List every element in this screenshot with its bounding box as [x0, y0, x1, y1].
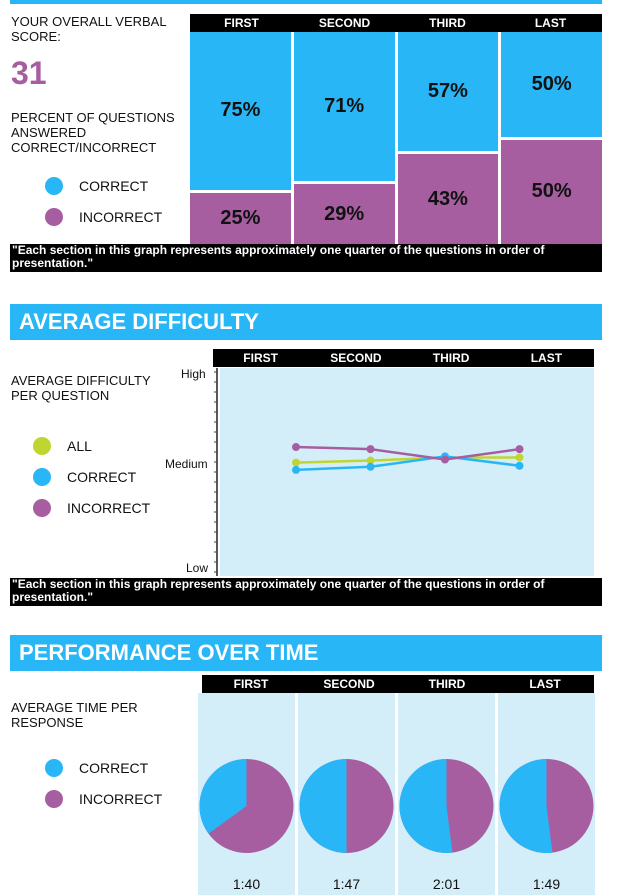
header-third: THIRD — [429, 16, 466, 30]
legend-incorrect-label: INCORRECT — [79, 209, 163, 225]
pie-slice-correct — [499, 759, 553, 853]
plot-background — [220, 368, 594, 576]
bar-correct: 75% — [190, 32, 291, 190]
point-all-first — [292, 458, 300, 467]
section-note-1: "Each section in this graph represents a… — [10, 244, 602, 272]
pie-time-label: 2:01 — [432, 876, 461, 892]
pie-time-label: 1:40 — [232, 876, 261, 892]
header-last: LAST — [534, 16, 567, 30]
point-all-last — [515, 453, 524, 462]
pie-panel-second: 1:47 — [298, 693, 395, 895]
legend-correct-label: CORRECT — [79, 178, 149, 194]
legend-correct-label: CORRECT — [79, 760, 149, 776]
score-value: 31 — [11, 55, 47, 91]
pie-time-label: 1:47 — [332, 876, 361, 892]
bar-column-second: 71% 29% — [293, 32, 395, 244]
correct-dot-icon — [45, 177, 63, 195]
percent-label: PERCENT OF QUESTIONS ANSWERED CORRECT/IN… — [11, 110, 175, 155]
series-line-correct — [295, 455, 520, 472]
y-label-medium: Medium — [165, 457, 208, 471]
bar-incorrect: 25% — [190, 192, 291, 244]
pie-panel-third: 2:01 — [398, 693, 495, 895]
difficulty-label: AVERAGE DIFFICULTY PER QUESTION — [11, 373, 151, 403]
point-correct-second — [366, 462, 375, 471]
legend-correct: CORRECT — [45, 177, 148, 195]
all-dot-icon — [33, 437, 51, 455]
legend-all-label: ALL — [67, 438, 92, 454]
difficulty-section-headers: FIRST SECOND THIRD LAST — [213, 349, 594, 367]
legend-incorrect-3: INCORRECT — [45, 790, 162, 808]
pie-time-label: 1:49 — [532, 876, 561, 892]
performance-section-headers: FIRST SECOND THIRD LAST — [202, 675, 594, 693]
score-label: YOUR OVERALL VERBAL SCORE: — [11, 14, 167, 44]
point-correct-first — [292, 465, 300, 474]
header-last: LAST — [529, 677, 561, 691]
correct-dot-icon — [45, 759, 63, 777]
difficulty-banner: AVERAGE DIFFICULTY — [10, 304, 602, 340]
legend-correct-2: CORRECT — [33, 468, 136, 486]
bar-column-last: 50% 50% — [501, 32, 602, 244]
header-first: FIRST — [233, 677, 269, 691]
bar-incorrect: 50% — [501, 139, 602, 244]
header-second: SECOND — [330, 351, 382, 365]
pie-slice-correct — [299, 759, 347, 853]
series-line-all — [295, 456, 520, 464]
score-section-headers: FIRST SECOND THIRD LAST — [190, 14, 602, 32]
top-accent-bar — [10, 0, 602, 4]
legend-incorrect-label: INCORRECT — [67, 500, 151, 516]
performance-banner: PERFORMANCE OVER TIME — [10, 635, 602, 671]
bar-column-first: 75% 25% — [190, 32, 291, 244]
bar-incorrect: 29% — [293, 184, 395, 244]
difficulty-line-chart — [214, 368, 594, 576]
pie-chart — [299, 759, 394, 853]
point-incorrect-second — [366, 445, 375, 454]
bar-correct: 57% — [397, 32, 499, 152]
pie-panel-last: 1:49 — [498, 693, 595, 895]
header-first: FIRST — [243, 351, 278, 365]
point-incorrect-first — [292, 443, 300, 452]
legend-all: ALL — [33, 437, 92, 455]
correct-incorrect-bar-chart: 75% 25% 71% 29% 57% 43% 50% 50% — [190, 32, 602, 244]
point-incorrect-third — [441, 455, 449, 464]
pie-panel-first: 1:40 — [198, 693, 295, 895]
legend-incorrect: INCORRECT — [45, 208, 162, 226]
bar-incorrect: 43% — [397, 154, 499, 244]
incorrect-dot-icon — [33, 499, 51, 517]
time-label: AVERAGE TIME PER RESPONSE — [11, 700, 138, 730]
legend-correct-3: CORRECT — [45, 759, 148, 777]
bar-correct: 50% — [501, 32, 602, 137]
legend-incorrect-label: INCORRECT — [79, 791, 163, 807]
incorrect-dot-icon — [45, 790, 63, 808]
point-incorrect-last — [515, 445, 524, 454]
pie-chart — [399, 759, 494, 853]
point-all-second — [366, 456, 375, 465]
pie-slice-correct — [399, 759, 453, 853]
incorrect-dot-icon — [45, 208, 63, 226]
time-pie-charts: 1:40 1:47 2:01 1:49 — [198, 693, 596, 895]
header-third: THIRD — [428, 677, 466, 691]
pie-chart — [499, 759, 594, 853]
bar-column-third: 57% 43% — [397, 32, 499, 244]
legend-incorrect-2: INCORRECT — [33, 499, 150, 517]
header-second: SECOND — [323, 677, 375, 691]
header-last: LAST — [530, 351, 563, 365]
series-line-incorrect — [295, 445, 520, 461]
pie-slice-correct — [199, 759, 247, 834]
bar-correct: 71% — [293, 32, 395, 182]
y-label-high: High — [181, 367, 206, 381]
point-correct-last — [515, 461, 524, 470]
header-first: FIRST — [224, 16, 259, 30]
pie-chart — [199, 759, 294, 853]
y-label-low: Low — [186, 561, 209, 575]
header-third: THIRD — [432, 351, 470, 365]
legend-correct-label: CORRECT — [67, 469, 137, 485]
header-second: SECOND — [318, 16, 371, 30]
section-note-2: "Each section in this graph represents a… — [10, 578, 602, 606]
correct-dot-icon — [33, 468, 51, 486]
